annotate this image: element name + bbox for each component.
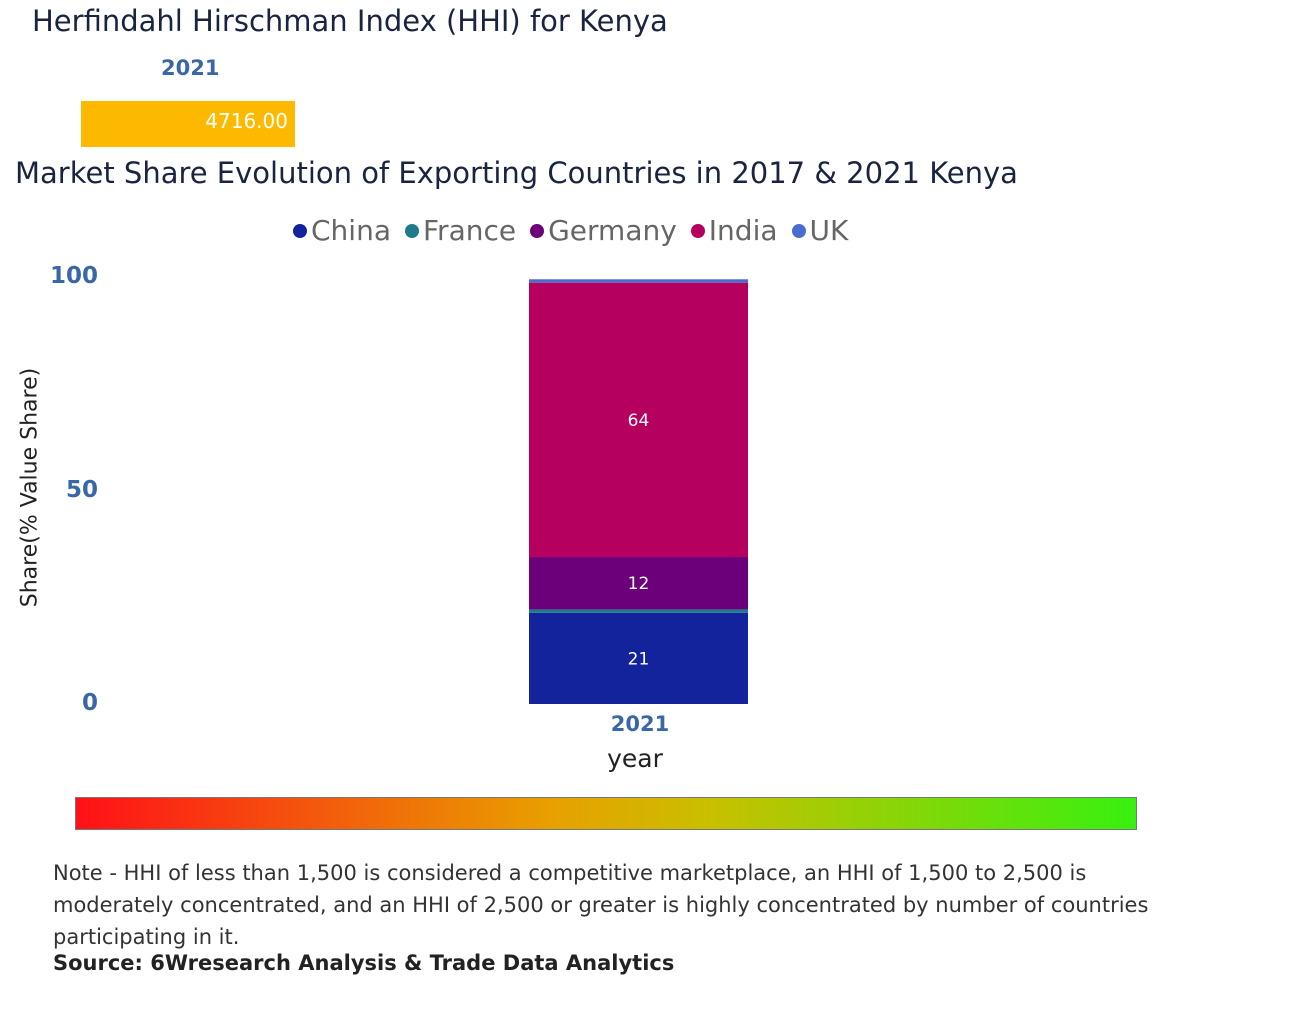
data-label-china: 21	[628, 649, 650, 669]
legend-item-germany[interactable]: Germany	[530, 214, 677, 247]
y-tick-0: 0	[81, 690, 98, 716]
legend-marker	[293, 223, 307, 238]
legend-label: France	[422, 214, 517, 247]
bar-segment-india[interactable]	[529, 282, 748, 558]
x-axis-label: year	[607, 744, 663, 773]
x-tick-2021: 2021	[610, 712, 670, 736]
source-text: Source: 6Wresearch Analysis & Trade Data…	[53, 951, 675, 975]
hhi-value: 4716.00	[205, 109, 288, 133]
y-tick-100: 100	[49, 263, 98, 289]
legend-marker	[690, 223, 705, 238]
legend-label: UK	[809, 214, 849, 247]
legend-marker	[791, 223, 806, 238]
bar-segment-uk[interactable]	[529, 279, 748, 283]
legend: China France Germany India UK	[293, 214, 848, 247]
hhi-color-scale	[75, 797, 1137, 830]
legend-label: India	[708, 214, 778, 247]
bar-segment-france[interactable]	[529, 609, 748, 613]
data-label-germany: 12	[628, 574, 650, 594]
legend-label: China	[311, 214, 391, 247]
legend-marker	[530, 223, 545, 238]
note-text: Note - HHI of less than 1,500 is conside…	[53, 861, 1149, 949]
bar-segment-china[interactable]	[529, 612, 748, 704]
hhi-year: 2021	[161, 56, 220, 80]
legend-marker	[404, 223, 419, 238]
legend-item-uk[interactable]: UK	[791, 214, 849, 247]
y-tick-50: 50	[65, 477, 98, 503]
hhi-bar: 4716.00	[81, 101, 295, 147]
bar-segment-germany[interactable]	[529, 557, 748, 610]
chart-title: Market Share Evolution of Exporting Coun…	[15, 156, 1018, 190]
data-label-india: 64	[628, 411, 650, 431]
hhi-title: Herfindahl Hirschman Index (HHI) for Ken…	[32, 4, 668, 38]
legend-item-china[interactable]: China	[293, 214, 391, 247]
legend-label: Germany	[548, 214, 677, 247]
legend-item-india[interactable]: India	[690, 214, 778, 247]
legend-item-france[interactable]: France	[404, 214, 517, 247]
